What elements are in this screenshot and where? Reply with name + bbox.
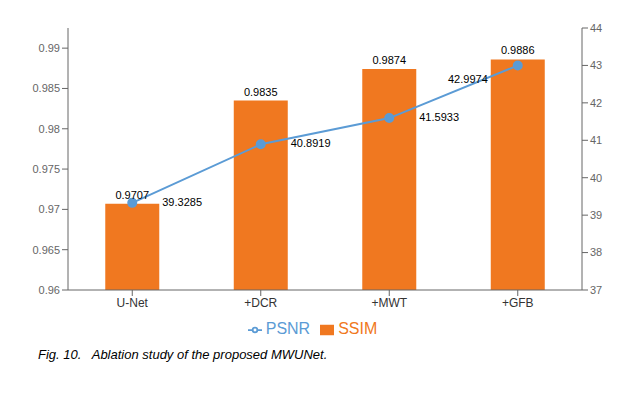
html-text:SSIM: SSIM: [338, 320, 378, 337]
svg-text:+MWT: +MWT: [371, 296, 407, 310]
html-text:Fig. 10. Ablation study of the: Fig. 10. Ablation study of the proposed …: [38, 347, 328, 362]
svg-text:39.3285: 39.3285: [162, 196, 202, 208]
svg-text:37: 37: [590, 284, 602, 296]
svg-text:0.9707: 0.9707: [115, 189, 149, 201]
svg-text:42.9974: 42.9974: [448, 73, 488, 85]
svg-text:42: 42: [590, 97, 602, 109]
svg-text:0.96: 0.96: [39, 284, 60, 296]
svg-text:40: 40: [590, 172, 602, 184]
html-text:PSNR: PSNR: [265, 320, 311, 337]
svg-text:0.97: 0.97: [39, 203, 60, 215]
svg-text:+DCR: +DCR: [244, 296, 277, 310]
svg-text:0.98: 0.98: [39, 123, 60, 135]
svg-text:U-Net: U-Net: [117, 296, 149, 310]
svg-text:41.5933: 41.5933: [419, 111, 459, 123]
svg-text:44: 44: [590, 22, 602, 34]
svg-text:43: 43: [590, 59, 602, 71]
svg-text:+GFB: +GFB: [502, 296, 534, 310]
svg-text:41: 41: [590, 134, 602, 146]
svg-text:0.9835: 0.9835: [244, 86, 278, 98]
svg-text:0.975: 0.975: [32, 163, 60, 175]
svg-text:0.985: 0.985: [32, 82, 60, 94]
svg-text:40.8919: 40.8919: [291, 137, 331, 149]
svg-text:0.99: 0.99: [39, 42, 60, 54]
svg-text:39: 39: [590, 209, 602, 221]
svg-text:0.965: 0.965: [32, 244, 60, 256]
svg-text:38: 38: [590, 246, 602, 258]
svg-text:0.9886: 0.9886: [501, 44, 535, 56]
svg-text:0.9874: 0.9874: [372, 54, 406, 66]
